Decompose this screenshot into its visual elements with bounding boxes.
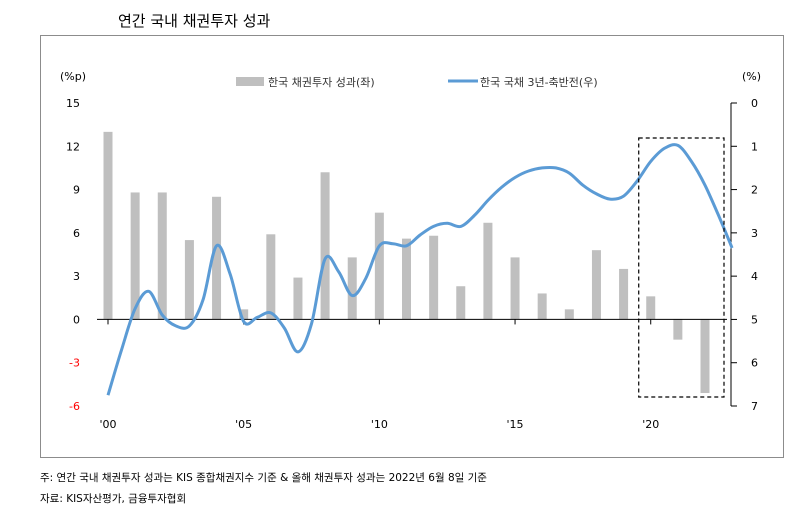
x-tick-label: '05 xyxy=(235,418,252,431)
bar-2003 xyxy=(184,240,194,320)
bar-2020 xyxy=(646,296,656,320)
left-tick-label: -6 xyxy=(69,400,80,413)
right-tick-label: 3 xyxy=(751,227,758,240)
bar-2015 xyxy=(510,257,520,320)
bar-2011 xyxy=(402,238,411,320)
bar-2000 xyxy=(103,131,113,320)
left-tick-label: 0 xyxy=(73,313,80,326)
right-tick-label: 1 xyxy=(751,140,758,153)
bar-2009 xyxy=(347,257,357,320)
right-tick-label: 5 xyxy=(751,313,758,326)
x-tick-label: '10 xyxy=(371,418,388,431)
bar-2018 xyxy=(591,250,601,320)
left-tick-label: 6 xyxy=(73,227,80,240)
series-line-kr-3y xyxy=(106,143,734,396)
left-tick-label: -3 xyxy=(69,357,80,370)
right-tick-label: 6 xyxy=(751,357,758,370)
bar-2012 xyxy=(429,235,439,320)
left-tick-label: 12 xyxy=(66,140,80,153)
bar-2022 xyxy=(700,319,710,394)
bar-2004 xyxy=(212,196,222,320)
bar-2017 xyxy=(564,309,574,320)
bar-2010 xyxy=(374,212,384,320)
legend-line-label: 한국 국채 3년-축반전(우) xyxy=(480,76,598,89)
x-tick-label: '20 xyxy=(642,418,659,431)
bar-2001 xyxy=(130,192,140,320)
legend-bar-swatch xyxy=(236,77,264,86)
bar-2021 xyxy=(673,319,683,340)
bar-2014 xyxy=(483,222,493,320)
right-tick-label: 2 xyxy=(751,184,758,197)
right-tick-label: 4 xyxy=(751,270,758,283)
bar-2007 xyxy=(293,277,303,320)
bar-2013 xyxy=(456,286,466,320)
bar-2002 xyxy=(157,192,167,320)
right-tick-label: 0 xyxy=(751,97,758,110)
x-tick-label: '00 xyxy=(99,418,116,431)
legend-bar-label: 한국 채권투자 성과(좌) xyxy=(268,76,375,89)
left-tick-label: 15 xyxy=(66,97,80,110)
highlight-box xyxy=(638,137,725,398)
chart-title: 연간 국내 채권투자 성과 xyxy=(118,12,271,30)
bar-2008 xyxy=(320,172,330,320)
left-tick-label: 3 xyxy=(73,270,80,283)
bar-2019 xyxy=(619,268,629,320)
right-axis-unit: (%) xyxy=(742,70,761,83)
bar-2006 xyxy=(266,234,276,320)
bar-2005 xyxy=(239,309,249,320)
source-note: 자료: KIS자산평가, 금융투자협회 xyxy=(40,493,187,505)
footnote: 주: 연간 국내 채권투자 성과는 KIS 종합채권지수 기준 & 올해 채권투… xyxy=(40,472,487,484)
bar-2016 xyxy=(537,293,547,320)
left-axis-unit: (%p) xyxy=(60,70,86,83)
right-tick-label: 7 xyxy=(751,400,758,413)
x-tick-label: '15 xyxy=(507,418,524,431)
left-tick-label: 9 xyxy=(73,184,80,197)
chart-frame xyxy=(40,35,784,458)
